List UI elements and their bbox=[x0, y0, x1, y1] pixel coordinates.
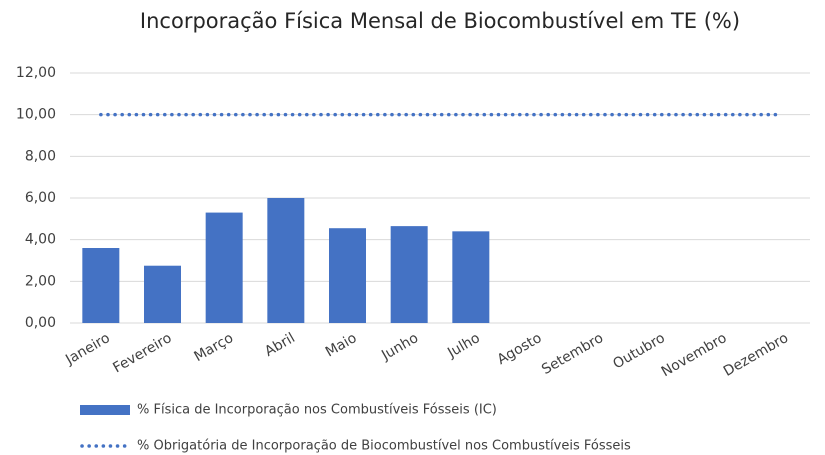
bar bbox=[329, 228, 366, 323]
x-tick-label: Julho bbox=[444, 330, 483, 362]
x-tick-label: Dezembro bbox=[721, 330, 791, 380]
legend-swatch bbox=[80, 405, 130, 415]
bar bbox=[205, 212, 243, 323]
x-tick-label: Junho bbox=[378, 330, 421, 364]
y-tick-label: 10,00 bbox=[16, 107, 56, 123]
y-tick-label: 8,00 bbox=[25, 148, 56, 164]
legend-label: % Física de Incorporação nos Combustívei… bbox=[137, 403, 497, 418]
y-tick-label: 0,00 bbox=[25, 315, 56, 331]
x-tick-label: Janeiro bbox=[62, 330, 113, 368]
x-tick-label: Abril bbox=[262, 330, 298, 360]
x-tick-label: Março bbox=[191, 330, 236, 365]
x-tick-label: Setembro bbox=[539, 330, 606, 378]
legend-label: % Obrigatória de Incorporação de Biocomb… bbox=[137, 439, 631, 454]
x-tick-label: Maio bbox=[323, 330, 360, 360]
bar bbox=[82, 248, 120, 323]
y-tick-label: 6,00 bbox=[25, 190, 56, 206]
chart-title: Incorporação Física Mensal de Biocombust… bbox=[140, 9, 740, 33]
y-tick-label: 4,00 bbox=[25, 232, 56, 248]
x-tick-label: Fevereiro bbox=[110, 330, 174, 376]
bar bbox=[144, 265, 181, 323]
bar bbox=[452, 231, 490, 323]
bar bbox=[267, 198, 305, 323]
y-tick-label: 2,00 bbox=[25, 273, 56, 289]
x-tick-label: Agosto bbox=[495, 330, 545, 368]
x-tick-label: Novembro bbox=[659, 330, 730, 380]
y-tick-label: 12,00 bbox=[16, 65, 56, 81]
bar bbox=[390, 226, 428, 323]
